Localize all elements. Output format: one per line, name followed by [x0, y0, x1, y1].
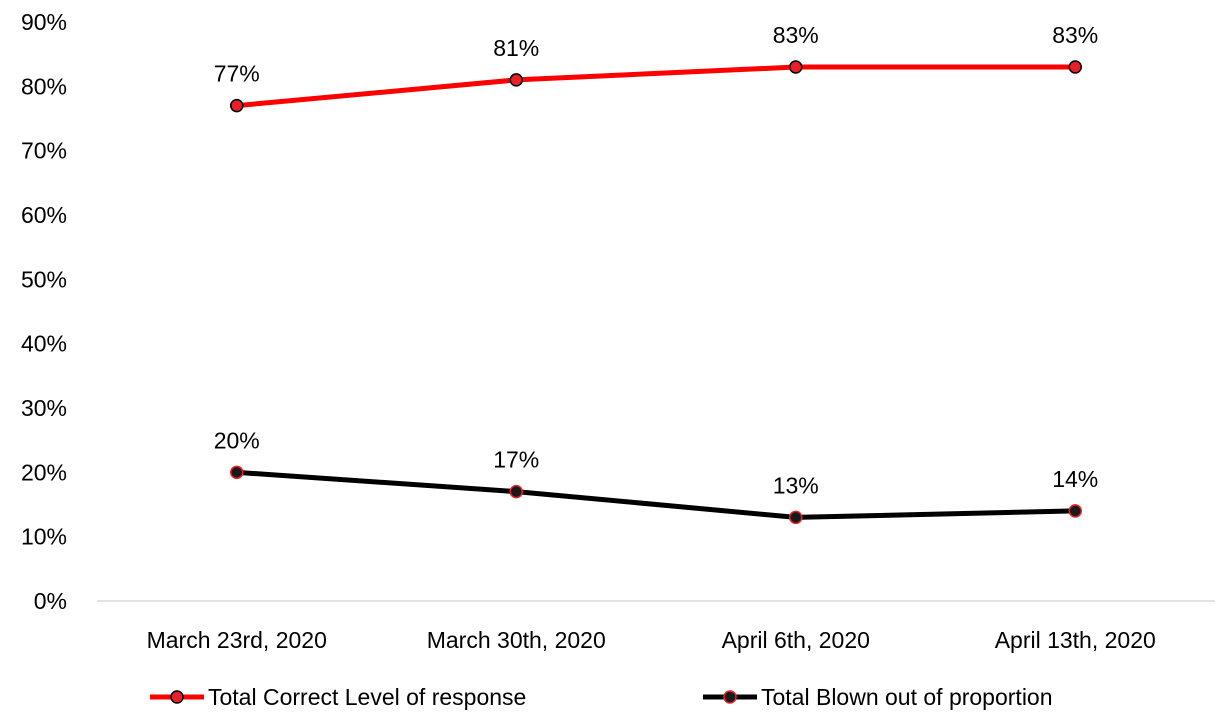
series-line	[234, 469, 1078, 520]
y-tick-label: 70%	[21, 138, 67, 164]
data-label: 14%	[1052, 466, 1098, 492]
data-label: 77%	[214, 61, 260, 87]
x-tick-label: March 23rd, 2020	[147, 627, 327, 653]
data-label: 83%	[773, 22, 819, 48]
legend-label: Total Blown out of proportion	[761, 684, 1053, 710]
x-tick-label: March 30th, 2020	[427, 627, 606, 653]
legend: Total Correct Level of response Total Blo…	[150, 684, 1053, 710]
data-label: 81%	[493, 35, 539, 61]
data-label: 83%	[1052, 22, 1098, 48]
x-tick-label: April 13th, 2020	[995, 627, 1156, 653]
y-tick-label: 60%	[21, 202, 67, 228]
y-tick-label: 30%	[21, 395, 67, 421]
y-axis: 0% 10% 20% 30% 40% 50% 60% 70% 80% 90%	[21, 9, 67, 614]
y-tick-label: 40%	[21, 331, 67, 357]
data-point	[789, 510, 803, 525]
legend-label: Total Correct Level of response	[208, 684, 526, 710]
legend-item: Total Correct Level of response	[150, 684, 526, 710]
series-2: 20% 17% 13% 14%	[214, 427, 1098, 525]
data-label: 13%	[773, 472, 819, 498]
y-tick-label: 10%	[21, 524, 67, 550]
y-tick-label: 80%	[21, 73, 67, 99]
data-point	[1068, 504, 1082, 518]
data-point	[1068, 60, 1082, 74]
data-point	[230, 465, 244, 480]
data-point	[509, 73, 523, 87]
data-point	[230, 98, 244, 113]
legend-marker-swatch	[723, 690, 737, 704]
y-tick-label: 90%	[21, 9, 67, 35]
data-label: 17%	[493, 447, 539, 473]
legend-item: Total Blown out of proportion	[703, 684, 1053, 710]
series-1: 77% 81% 83% 83%	[214, 22, 1098, 113]
y-tick-label: 0%	[34, 588, 67, 614]
y-tick-label: 50%	[21, 266, 67, 292]
x-tick-label: April 6th, 2020	[722, 627, 870, 653]
series-layer: 77% 81% 83% 83% 20% 17% 13% 14%	[214, 22, 1098, 525]
data-label: 20%	[214, 427, 260, 453]
legend-marker-swatch	[170, 690, 184, 704]
x-axis: March 23rd, 2020 March 30th, 2020 April 6t…	[147, 627, 1156, 653]
series-line	[234, 64, 1078, 109]
data-point	[789, 60, 803, 74]
data-point	[509, 484, 523, 499]
y-tick-label: 20%	[21, 459, 67, 485]
